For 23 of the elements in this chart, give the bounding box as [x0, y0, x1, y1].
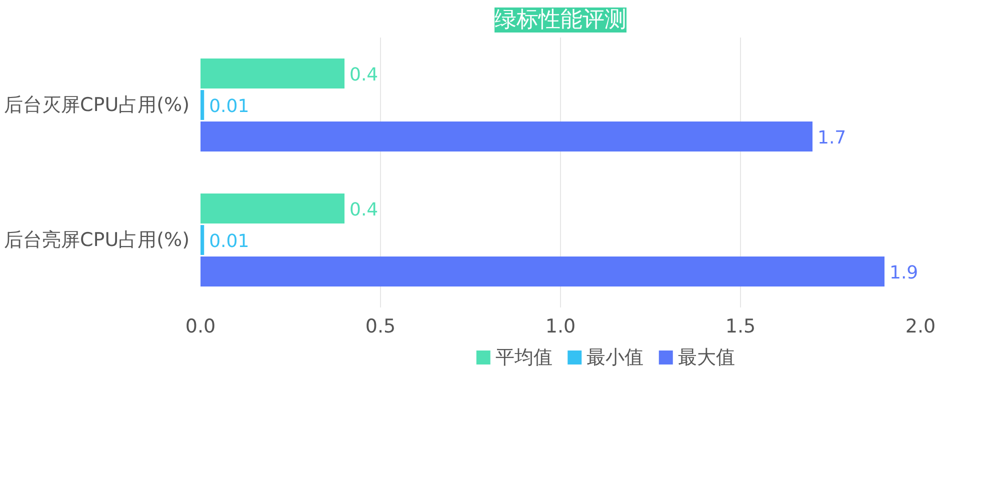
data-label: 0.01 [209, 96, 250, 117]
data-label: 0.4 [350, 64, 378, 86]
data-label: 1.7 [818, 128, 846, 148]
data-label: 0.4 [350, 200, 378, 220]
y-tick-label: 后台亮屏CPU占用(%) [4, 229, 190, 251]
data-label: 1.9 [890, 262, 918, 284]
bar [200, 122, 812, 152]
legend-label: 平均值 [495, 346, 552, 368]
x-tick-label: 1.5 [725, 316, 756, 338]
bar [200, 90, 204, 120]
chart-title: 绿标性能评测 [494, 8, 626, 32]
legend-label: 最小值 [586, 346, 644, 368]
x-tick-label: 0.0 [185, 316, 216, 338]
bar [200, 58, 344, 88]
y-tick-label: 后台灭屏CPU占用(%) [4, 94, 190, 116]
x-tick-label: 2.0 [905, 316, 936, 338]
x-tick-label: 0.5 [365, 316, 396, 338]
bar [200, 225, 204, 255]
x-tick-label: 1.0 [545, 316, 576, 338]
legend-label: 最大值 [678, 346, 735, 368]
data-label: 0.01 [209, 231, 250, 252]
bar [200, 256, 884, 286]
bar [200, 194, 344, 224]
